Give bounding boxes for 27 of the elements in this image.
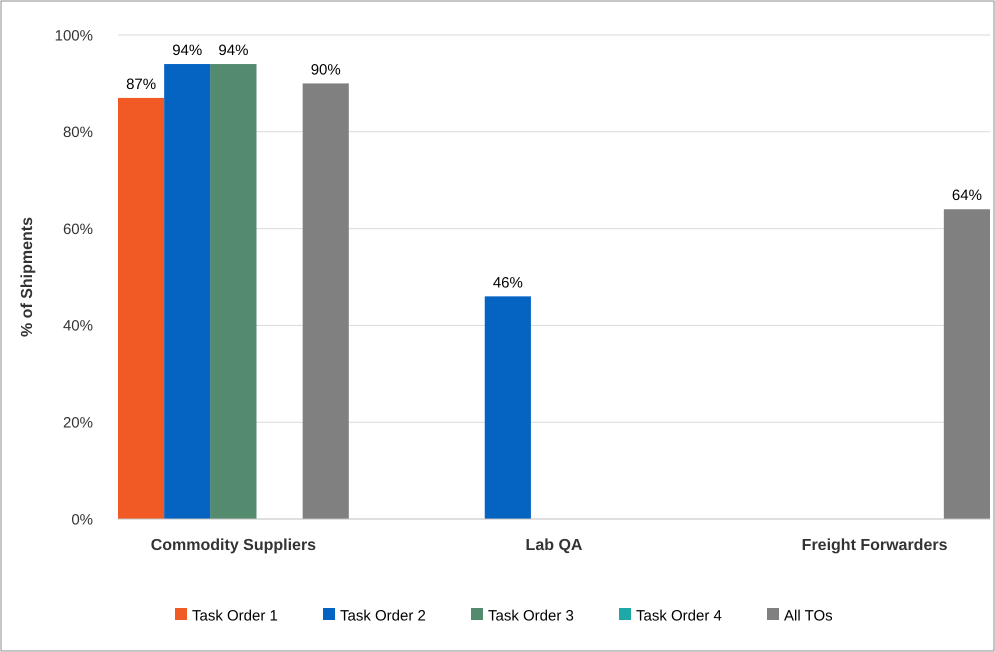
legend-label: Task Order 3	[488, 607, 574, 624]
data-label: 87%	[126, 76, 156, 93]
bar	[944, 209, 990, 519]
data-label: 46%	[492, 274, 523, 292]
bar	[210, 64, 256, 519]
bar	[302, 83, 349, 519]
bar	[118, 98, 164, 519]
legend-label: All TOs	[784, 607, 833, 624]
data-label: 94%	[218, 42, 248, 60]
y-tick-label: 60%	[62, 220, 93, 238]
data-label: 90%	[310, 61, 341, 78]
y-tick-label: 40%	[62, 318, 93, 335]
y-tick-label: 80%	[62, 124, 93, 142]
bar	[164, 64, 210, 519]
data-label: 94%	[172, 42, 202, 60]
y-tick-label: 100%	[54, 27, 93, 44]
x-tick-label: Commodity Suppliers	[150, 537, 316, 554]
y-tick-label: 0%	[71, 511, 93, 528]
y-axis-title: % of Shipments	[19, 216, 36, 338]
legend-label: Task Order 2	[340, 607, 426, 624]
legend-label: Task Order 1	[192, 607, 278, 624]
legend-label: Task Order 4	[636, 607, 722, 624]
bar	[484, 296, 531, 519]
data-label: 64%	[952, 187, 982, 204]
x-tick-label: Lab QA	[526, 537, 583, 554]
x-tick-label: Freight Forwarders	[802, 537, 948, 554]
y-tick-label: 20%	[62, 414, 93, 432]
